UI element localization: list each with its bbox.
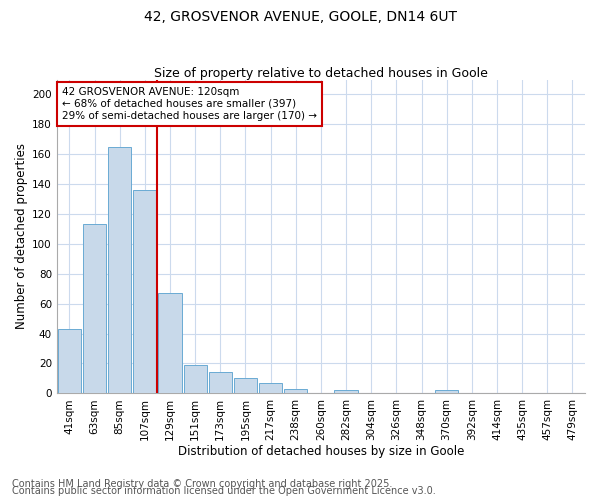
Bar xyxy=(58,329,81,394)
Bar xyxy=(158,293,182,394)
Bar xyxy=(284,389,307,394)
Bar xyxy=(184,365,206,394)
Bar xyxy=(83,224,106,394)
Text: 42 GROSVENOR AVENUE: 120sqm
← 68% of detached houses are smaller (397)
29% of se: 42 GROSVENOR AVENUE: 120sqm ← 68% of det… xyxy=(62,88,317,120)
Bar xyxy=(209,372,232,394)
Title: Size of property relative to detached houses in Goole: Size of property relative to detached ho… xyxy=(154,66,488,80)
Bar xyxy=(133,190,157,394)
Bar xyxy=(435,390,458,394)
Bar xyxy=(334,390,358,394)
Text: Contains HM Land Registry data © Crown copyright and database right 2025.: Contains HM Land Registry data © Crown c… xyxy=(12,479,392,489)
Y-axis label: Number of detached properties: Number of detached properties xyxy=(15,144,28,330)
Bar xyxy=(259,383,282,394)
Text: Contains public sector information licensed under the Open Government Licence v3: Contains public sector information licen… xyxy=(12,486,436,496)
X-axis label: Distribution of detached houses by size in Goole: Distribution of detached houses by size … xyxy=(178,444,464,458)
Bar xyxy=(234,378,257,394)
Bar xyxy=(108,147,131,394)
Text: 42, GROSVENOR AVENUE, GOOLE, DN14 6UT: 42, GROSVENOR AVENUE, GOOLE, DN14 6UT xyxy=(143,10,457,24)
